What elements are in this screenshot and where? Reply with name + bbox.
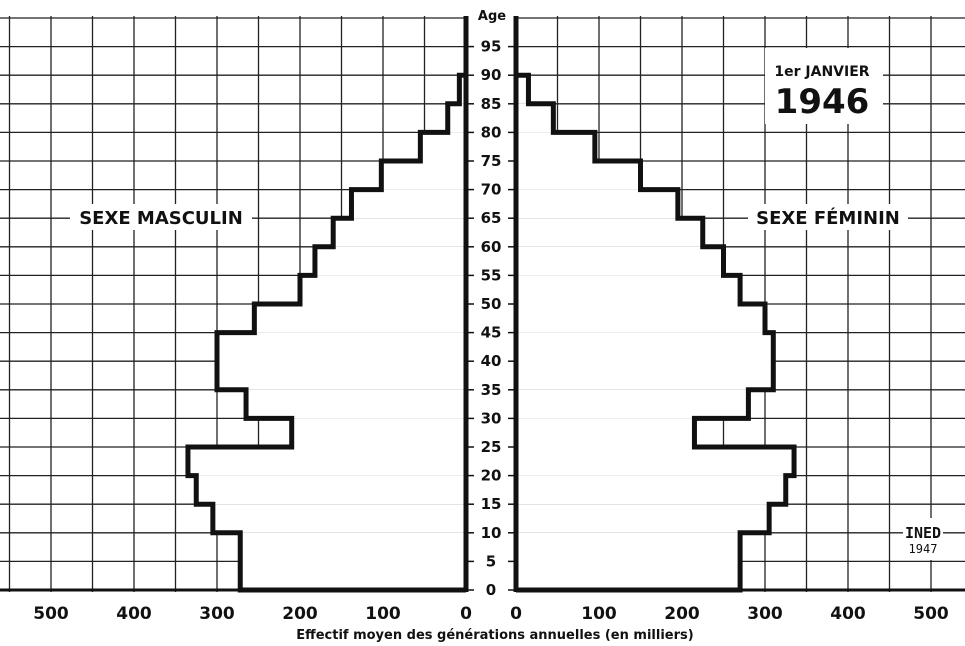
age-tick-label: 85 [481,95,502,113]
bar-male [187,447,466,476]
age-label-bg [472,6,512,24]
bar-female [516,418,695,447]
age-tick-label: 95 [481,38,502,56]
pyramid-bars [185,72,797,593]
age-tick-label: 40 [481,352,502,370]
bar-male [447,103,466,133]
bar-female [516,218,703,247]
bar-female [516,332,774,390]
age-axis-label: Age [478,9,506,24]
left-label-bg [70,204,252,230]
age-tick-label: 65 [481,209,502,227]
x-tick-label-male: 0 [460,604,472,624]
x-tick-label-female: 100 [581,604,617,624]
age-tick-label: 90 [481,66,502,84]
age-tick-label: 60 [481,238,502,256]
age-tick-label: 5 [486,552,496,570]
age-tick-label: 35 [481,381,502,399]
bar-male [420,132,466,161]
title-date: 1er JANVIER [774,64,869,80]
bar-female [516,189,678,219]
bar-male [240,532,466,590]
source-year: 1947 [909,542,938,556]
age-tick-label: 10 [481,524,502,542]
x-tick-label-female: 200 [664,604,700,624]
outline-male [185,72,466,593]
x-tick-label-female: 300 [747,604,783,624]
age-axis-band [468,16,514,592]
age-tick-label: 15 [481,495,502,513]
x-tick-label-male: 400 [116,604,152,624]
bar-male [381,161,466,190]
bar-female [516,304,765,333]
x-axis-label: Effectif moyen des générations annuelles… [296,628,693,643]
age-tick-label: 70 [481,181,502,199]
age-tick-label: 25 [481,438,502,456]
bar-female [516,132,595,161]
bar-male [351,189,466,219]
title-box [765,48,883,124]
bar-male [291,418,466,447]
x-tick-label-male: 500 [33,604,69,624]
age-tick-label: 50 [481,295,502,313]
bar-female [516,75,529,104]
bar-male [254,304,466,333]
x-tick-label-male: 100 [365,604,401,624]
right-label-bg [748,204,908,230]
age-tick-label: 80 [481,123,502,141]
bar-female [516,532,741,590]
bar-male [300,275,466,304]
outline-female [516,72,797,593]
bar-female [516,103,554,133]
age-tick-label: 20 [481,467,502,485]
bar-male [459,75,466,104]
bar-male [246,389,466,419]
right-side-label: SEXE FÉMININ [756,207,900,229]
age-tick-label: 30 [481,409,502,427]
age-tick-label: 45 [481,324,502,342]
title-year: 1946 [775,82,870,122]
x-tick-label-female: 400 [830,604,866,624]
bar-male [212,504,466,533]
bar-male [196,475,466,505]
left-side-label: SEXE MASCULIN [79,208,243,229]
bar-female [516,504,770,533]
age-tick-label: 75 [481,152,502,170]
x-tick-label-male: 300 [199,604,235,624]
bar-female [516,275,741,304]
age-tick-label: 0 [486,581,496,599]
bar-female [516,475,786,505]
bar-male [333,218,466,247]
source-bg [903,518,943,560]
tick-labels: 0 5 10 15 20 25 30 35 40 45 50 55 60 65 70 75 80 85 90 95 50… [33,38,949,624]
bar-female [516,389,749,419]
x-tick-label-male: 200 [282,604,318,624]
bar-female [516,447,795,476]
bar-male [217,332,466,390]
bar-male [314,246,466,276]
bar-female [516,246,724,276]
source-label: INED [905,524,941,542]
bar-female [516,161,641,190]
age-tick-label: 55 [481,266,502,284]
x-tick-label-female: 0 [510,604,522,624]
x-tick-label-female: 500 [913,604,949,624]
